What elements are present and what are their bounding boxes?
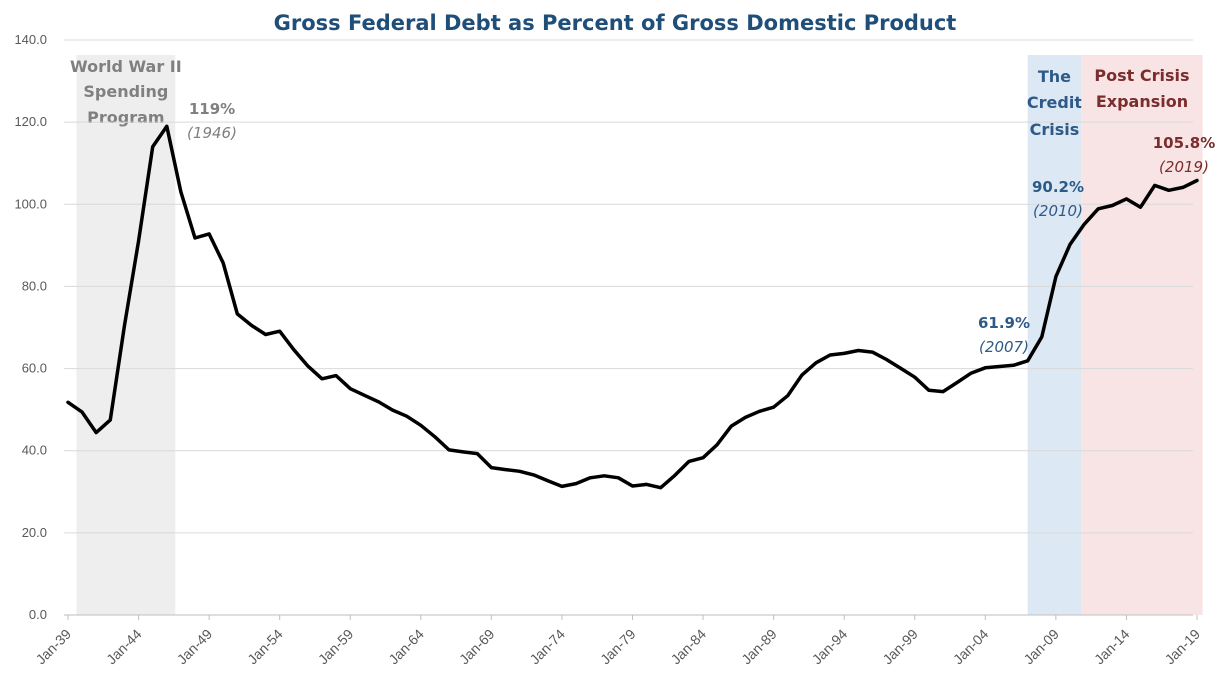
annotation-year-2: (2010): [1033, 202, 1083, 220]
annotation-value-2: 90.2%: [1032, 178, 1084, 196]
chart-title: Gross Federal Debt as Percent of Gross D…: [274, 11, 957, 35]
annotation-year-1: (2007): [979, 338, 1029, 356]
y-tick-label: 20.0: [22, 525, 47, 540]
x-tick-label: Jan-64: [385, 626, 427, 668]
x-axis-ticks: Jan-39 Jan-44 Jan-49 Jan-54 Jan-59 Jan-64 Jan-…: [33, 615, 1204, 668]
x-tick-label: Jan-49: [174, 626, 216, 668]
x-tick-label: Jan-19: [1162, 626, 1204, 668]
x-tick-label: Jan-99: [879, 626, 921, 668]
x-tick-label: Jan-84: [668, 626, 710, 668]
y-tick-label: 80.0: [22, 278, 47, 293]
x-tick-label: Jan-69: [456, 626, 498, 668]
annotation-value-3: 105.8%: [1153, 134, 1215, 152]
y-tick-label: 40.0: [22, 443, 47, 458]
gridlines: [64, 39, 1193, 616]
band-label-2-1: Expansion: [1096, 92, 1188, 111]
annotation-value-0: 119%: [189, 100, 235, 118]
x-tick-label: Jan-89: [738, 626, 780, 668]
y-axis-ticks: 0.0 20.0 40.0 60.0 80.0 100.0 120.0 140.0: [14, 32, 47, 622]
annotation-value-1: 61.9%: [978, 314, 1030, 332]
y-tick-label: 120.0: [14, 114, 47, 129]
series-line-debt: [66, 124, 1199, 490]
y-tick-label: 100.0: [14, 196, 47, 211]
x-tick-label: Jan-54: [244, 626, 286, 668]
annotation-year-0: (1946): [187, 124, 237, 142]
band-2: [1081, 55, 1203, 615]
y-tick-label: 0.0: [29, 607, 47, 622]
x-tick-label: Jan-04: [950, 626, 992, 668]
x-tick-label: Jan-59: [315, 626, 357, 668]
band-label-0-0: World War II: [70, 57, 182, 76]
y-tick-label: 60.0: [22, 361, 47, 376]
band-1: [1027, 55, 1082, 615]
x-tick-label: Jan-74: [526, 626, 568, 668]
y-tick-label: 140.0: [14, 32, 47, 47]
band-label-0-1: Spending: [83, 82, 168, 101]
band-label-1-1: Credit: [1027, 93, 1082, 112]
x-tick-label: Jan-94: [809, 626, 851, 668]
band-label-1-2: Crisis: [1030, 120, 1080, 139]
x-tick-label: Jan-39: [33, 626, 75, 668]
x-tick-label: Jan-44: [103, 626, 145, 668]
annotations: 119% (1946) 61.9% (2007) 90.2% (2010) 105.8% (2…: [187, 100, 1215, 356]
band-label-1-0: The: [1038, 67, 1071, 86]
band-label-2-0: Post Crisis: [1094, 66, 1189, 85]
x-tick-label: Jan-79: [597, 626, 639, 668]
annotation-year-3: (2019): [1159, 158, 1209, 176]
x-tick-label: Jan-14: [1091, 626, 1133, 668]
band-label-0-2: Program: [87, 108, 164, 127]
band-0: [76, 55, 176, 615]
x-tick-label: Jan-09: [1020, 626, 1062, 668]
shaded-bands: World War II Spending Program The Credit Cris…: [70, 55, 1203, 615]
